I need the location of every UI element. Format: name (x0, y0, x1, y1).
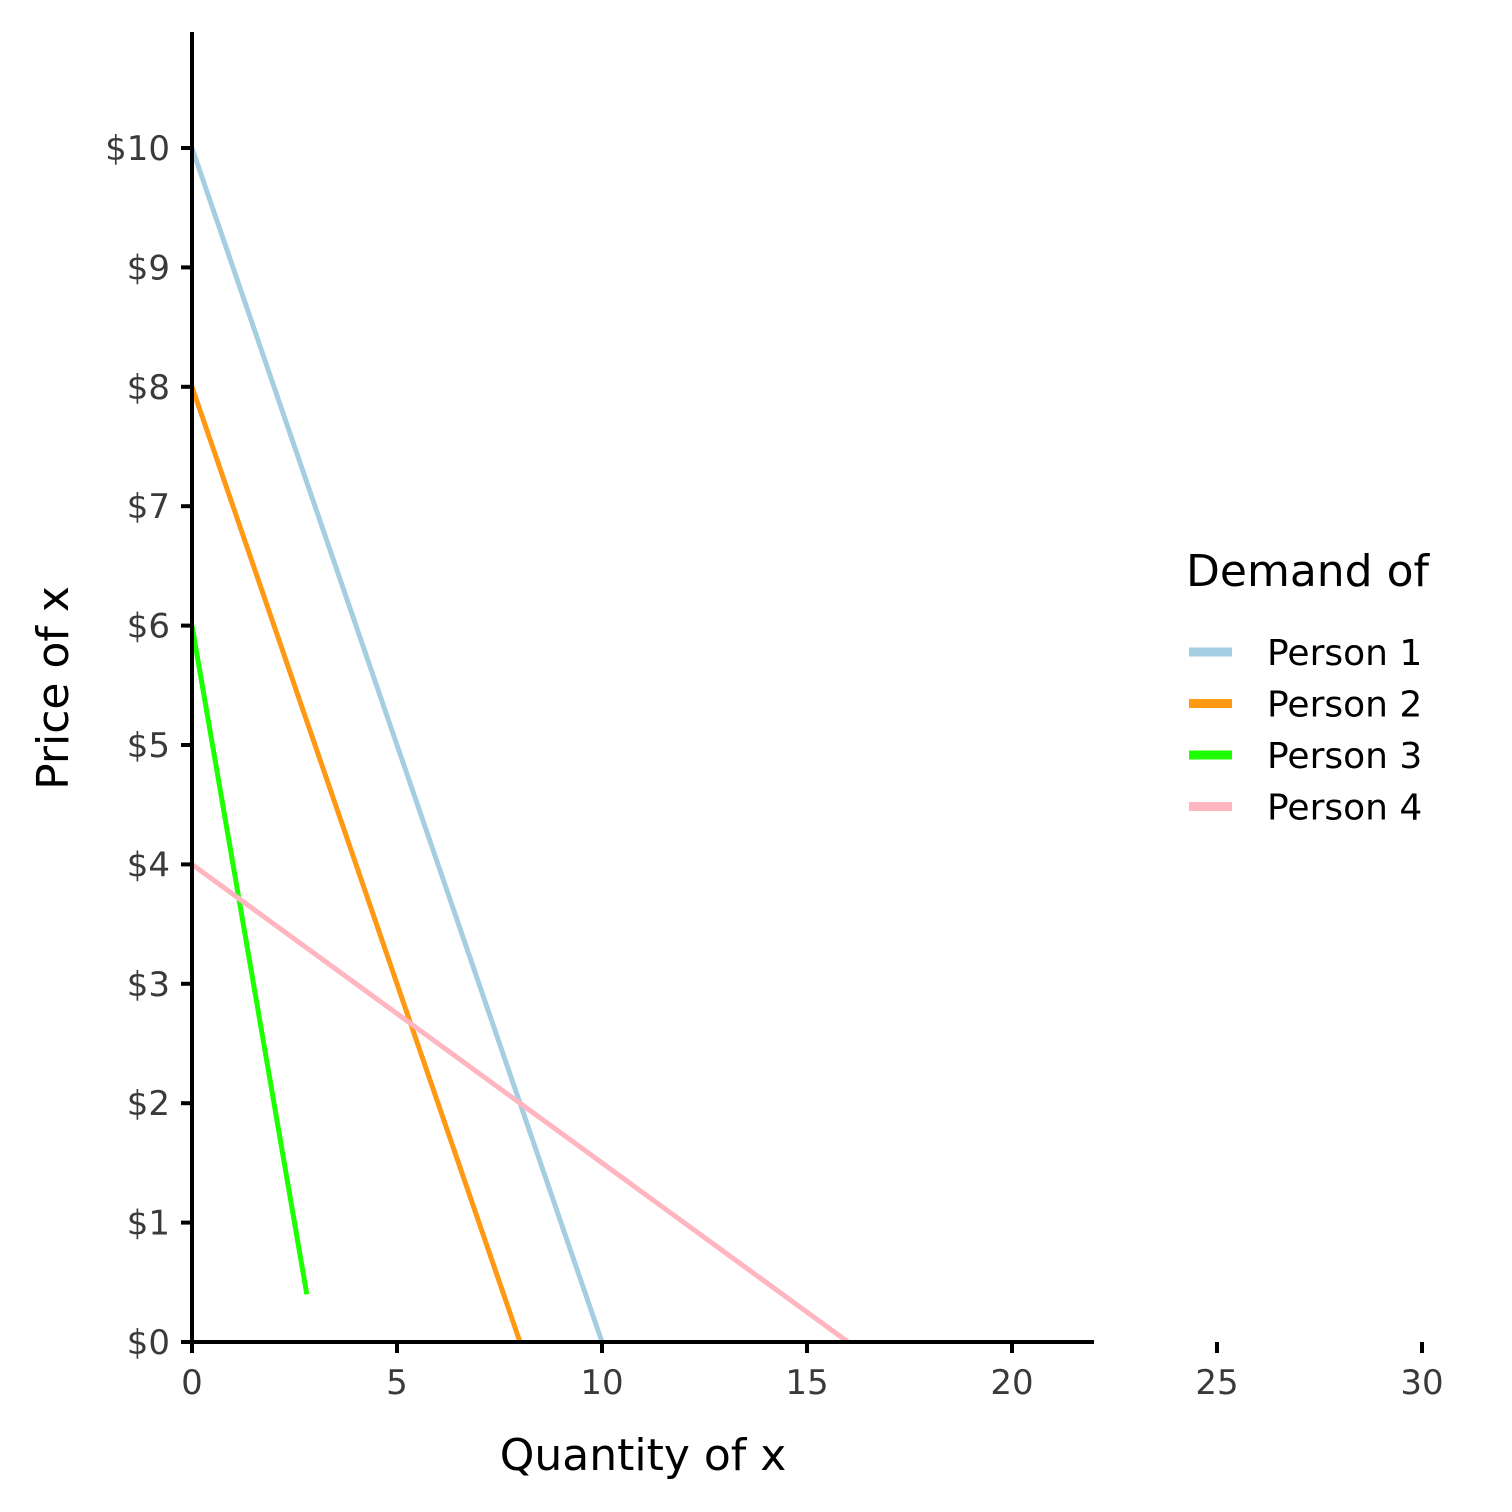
series-line-2 (189, 385, 523, 1343)
x-tick-label-0: 0 (181, 1363, 203, 1403)
y-tick-label-0: $0 (127, 1323, 170, 1363)
x-tick-label-30: 30 (1400, 1363, 1443, 1403)
x-axis-title: Quantity of x (500, 1430, 787, 1481)
legend-label-3: Person 3 (1267, 736, 1422, 777)
y-tick-label-3: $3 (127, 965, 170, 1005)
series-layer (189, 147, 850, 1345)
y-tick-label-6: $6 (127, 607, 170, 647)
y-tick-label-10: $10 (105, 129, 170, 169)
y-tick-label-2: $2 (127, 1084, 170, 1124)
legend-label-4: Person 4 (1267, 788, 1422, 829)
x-tick-label-15: 15 (785, 1363, 828, 1403)
y-tick-label-1: $1 (127, 1204, 170, 1244)
y-tick-label-4: $4 (127, 845, 170, 885)
y-tick-label-7: $7 (127, 487, 170, 527)
series-line-4 (190, 862, 850, 1345)
legend-title: Demand of (1186, 546, 1430, 597)
x-tick-label-25: 25 (1195, 1363, 1238, 1403)
axes-layer (190, 32, 1094, 1344)
x-tick-label-20: 20 (990, 1363, 1033, 1403)
legend-items: Person 1 Person 2 Person 3 Person 4 (1189, 633, 1422, 829)
y-tick-label-5: $5 (127, 726, 170, 766)
ticks-layer: 0510152025303540$0$1$2$3$4$5$6$7$8$9$10 (105, 129, 1444, 1403)
x-tick-label-5: 5 (386, 1363, 408, 1403)
y-tick-label-8: $8 (127, 368, 170, 408)
x-tick-label-10: 10 (580, 1363, 623, 1403)
legend-label-1: Person 1 (1267, 633, 1422, 674)
legend-label-2: Person 2 (1267, 685, 1422, 726)
series-line-3 (189, 625, 310, 1295)
series-line-1 (189, 147, 605, 1343)
y-tick-label-9: $9 (127, 248, 170, 288)
y-axis-title: Price of x (28, 586, 79, 790)
